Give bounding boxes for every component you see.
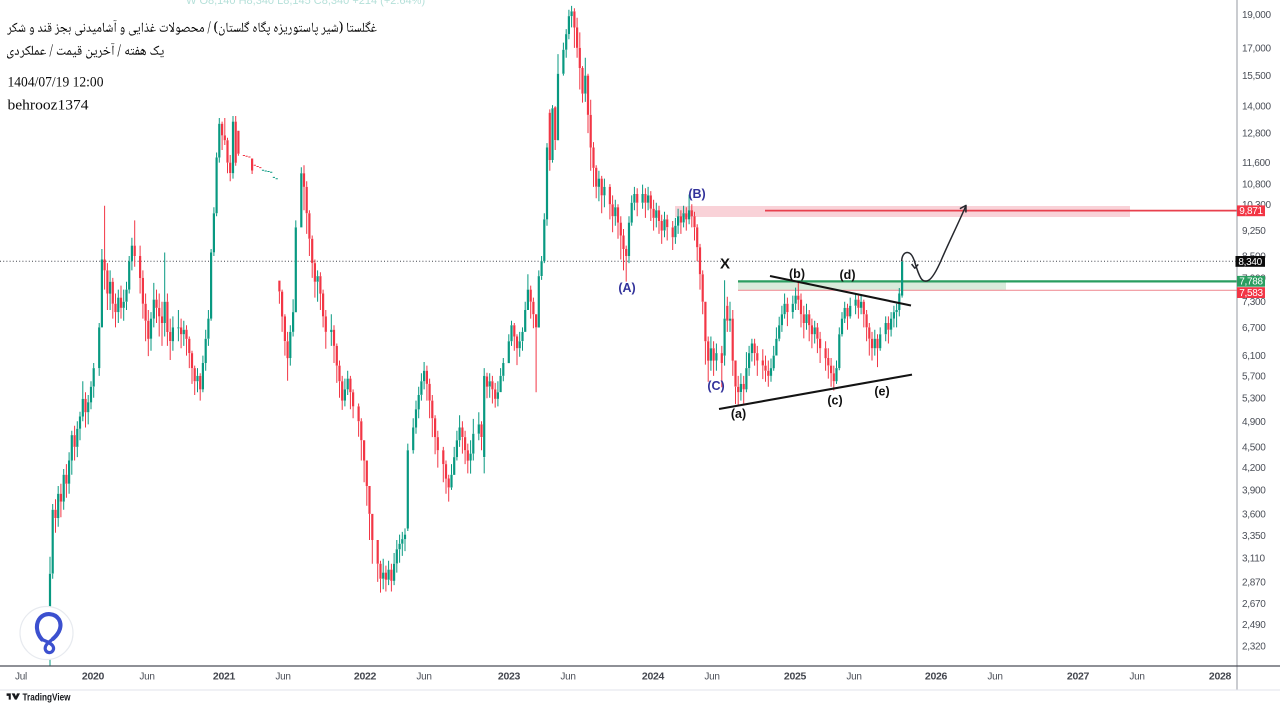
- svg-text:(a): (a): [731, 407, 746, 421]
- svg-text:2021: 2021: [213, 671, 236, 683]
- svg-text:Jun: Jun: [560, 672, 575, 683]
- svg-text:6,700: 6,700: [1242, 323, 1266, 334]
- svg-text:2027: 2027: [1067, 671, 1090, 683]
- svg-text:Jun: Jun: [846, 672, 861, 683]
- svg-text:15,500: 15,500: [1242, 71, 1272, 82]
- svg-text:W O8,140 H8,340 L8,145 C8,340: W O8,140 H8,340 L8,145 C8,340 +214 (+2.6…: [186, 0, 425, 7]
- svg-text:4,900: 4,900: [1242, 417, 1266, 428]
- svg-text:3,900: 3,900: [1242, 485, 1266, 496]
- svg-text:2,670: 2,670: [1242, 599, 1266, 610]
- svg-text:4,200: 4,200: [1242, 463, 1266, 474]
- svg-text:2,870: 2,870: [1242, 577, 1266, 588]
- svg-text:2023: 2023: [498, 671, 521, 683]
- svg-text:2028: 2028: [1209, 671, 1232, 683]
- svg-text:2022: 2022: [354, 671, 377, 683]
- svg-text:7,583: 7,583: [1239, 288, 1263, 299]
- svg-text:(A): (A): [618, 281, 635, 295]
- svg-text:9,871: 9,871: [1239, 206, 1263, 217]
- svg-text:5,300: 5,300: [1242, 393, 1266, 404]
- svg-text:2026: 2026: [925, 671, 948, 683]
- svg-text:TradingView: TradingView: [23, 692, 72, 704]
- svg-text:2020: 2020: [82, 671, 105, 683]
- svg-text:12,800: 12,800: [1242, 129, 1272, 140]
- svg-text:3,350: 3,350: [1242, 531, 1266, 542]
- svg-text:8,340: 8,340: [1238, 257, 1262, 268]
- svg-text:X: X: [720, 256, 730, 273]
- svg-text:5,700: 5,700: [1242, 371, 1266, 382]
- svg-text:2,320: 2,320: [1242, 641, 1266, 652]
- svg-text:7,300: 7,300: [1242, 297, 1266, 308]
- svg-text:4,500: 4,500: [1242, 442, 1266, 453]
- svg-text:3,110: 3,110: [1242, 553, 1266, 564]
- svg-text:9,250: 9,250: [1242, 226, 1266, 237]
- svg-text:11,600: 11,600: [1242, 158, 1271, 169]
- svg-text:(B): (B): [688, 187, 705, 201]
- svg-text:1404/07/19 12:00: 1404/07/19 12:00: [8, 75, 104, 91]
- svg-text:Jun: Jun: [139, 672, 154, 683]
- svg-text:7,788: 7,788: [1239, 277, 1263, 288]
- svg-text:Jun: Jun: [1129, 672, 1144, 683]
- svg-text:2,490: 2,490: [1242, 620, 1266, 631]
- svg-text:(e): (e): [874, 385, 889, 399]
- svg-text:Jun: Jun: [987, 672, 1002, 683]
- svg-text:10,800: 10,800: [1242, 180, 1272, 191]
- svg-text:(b): (b): [789, 267, 805, 281]
- svg-text:2025: 2025: [784, 671, 807, 683]
- svg-text:2024: 2024: [642, 671, 665, 683]
- svg-text:14,000: 14,000: [1242, 102, 1272, 113]
- svg-text:(C): (C): [707, 379, 724, 393]
- svg-text:behrooz1374: behrooz1374: [8, 97, 90, 113]
- svg-text:(c): (c): [827, 394, 842, 408]
- svg-text:Jun: Jun: [416, 672, 431, 683]
- svg-text:6,100: 6,100: [1242, 351, 1266, 362]
- svg-text:Jun: Jun: [704, 672, 719, 683]
- svg-text:3,600: 3,600: [1242, 509, 1266, 520]
- svg-text:19,000: 19,000: [1242, 10, 1272, 21]
- svg-text:Jul: Jul: [15, 672, 27, 683]
- svg-text:Jun: Jun: [275, 672, 290, 683]
- svg-text:(d): (d): [840, 268, 856, 282]
- svg-text:17,000: 17,000: [1242, 43, 1272, 54]
